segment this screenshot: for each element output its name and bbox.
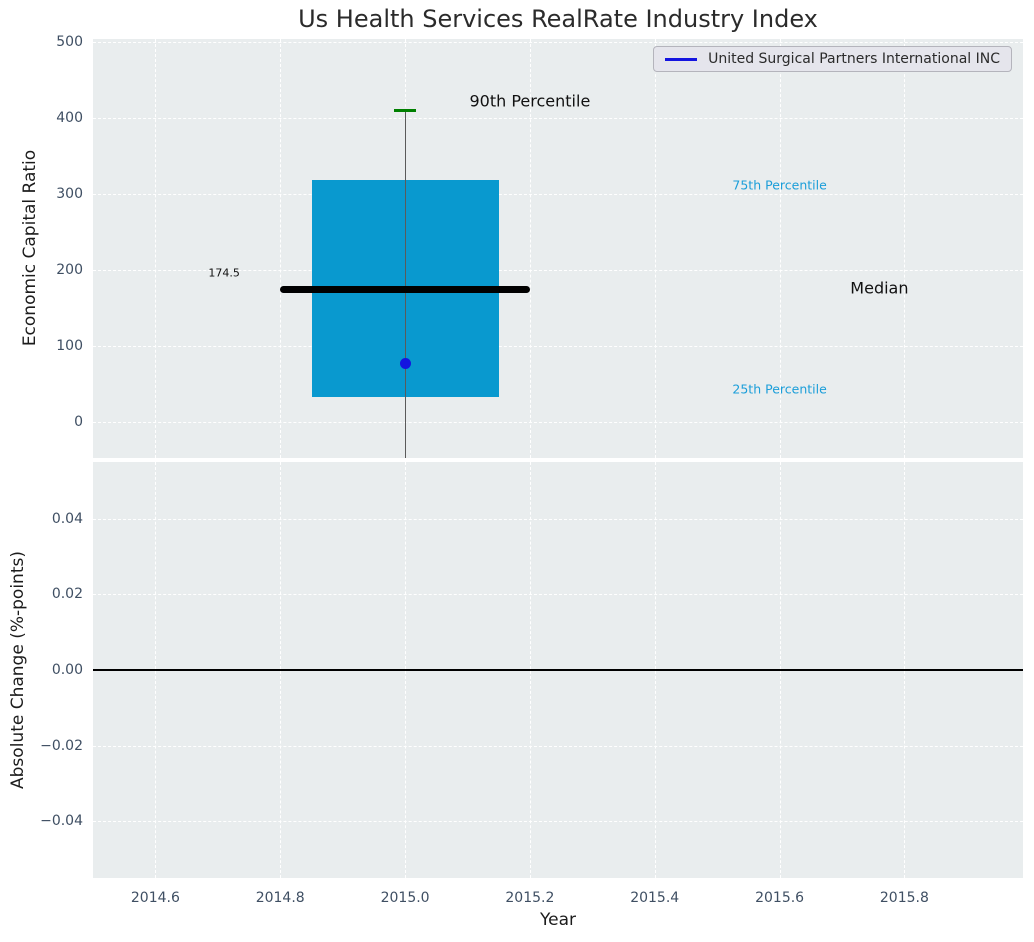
absolute-change-plot [93, 462, 1023, 878]
x-gridline [904, 39, 906, 458]
y-tick-label: 500 [56, 34, 83, 50]
y-tick-label: 400 [56, 110, 83, 126]
y-axis-label-bottom: Absolute Change (%-points) [8, 551, 28, 789]
economic-capital-ratio-plot: 90th Percentile 75th Percentile Median 25th… [93, 39, 1023, 458]
y-gridline [93, 821, 1023, 823]
y-tick-label: 0.02 [51, 586, 83, 603]
y-tick-label: 0 [74, 413, 83, 430]
y-tick-label: −0.04 [40, 813, 83, 830]
y-gridline [93, 745, 1023, 747]
y-gridline [93, 118, 1023, 119]
x-gridline [155, 39, 157, 458]
x-gridline [529, 39, 531, 458]
p90-cap [393, 108, 417, 112]
annotation-75th-percentile: 75th Percentile [732, 177, 827, 193]
chart-title: Us Health Services RealRate Industry Ind… [298, 5, 818, 33]
median-line [280, 285, 530, 293]
y-tick-label: 200 [56, 262, 83, 278]
legend-label: United Surgical Partners International I… [708, 51, 1000, 67]
y-tick-label: 0.00 [51, 662, 83, 678]
x-gridline [779, 39, 781, 458]
y-gridline [93, 345, 1023, 347]
x-tick-label: 2015.4 [630, 890, 680, 906]
x-tick-label: 2015.0 [380, 890, 430, 906]
y-gridline [93, 518, 1023, 520]
y-gridline [93, 42, 1023, 43]
x-gridline [654, 39, 656, 458]
y-axis-label-top: Economic Capital Ratio [20, 149, 40, 347]
y-tick-label: 300 [56, 186, 83, 202]
annotation-90th-percentile: 90th Percentile [469, 91, 591, 111]
company-dot [399, 357, 411, 369]
y-gridline [93, 194, 1023, 195]
x-tick-label: 2015.6 [755, 890, 805, 906]
x-tick-label: 2015.2 [505, 890, 555, 906]
x-axis-label: Year [540, 910, 576, 930]
y-tick-label: 100 [56, 337, 83, 354]
x-tick-label: 2014.8 [255, 890, 305, 906]
legend-line-swatch [665, 57, 698, 61]
legend: United Surgical Partners International I… [653, 46, 1012, 72]
x-tick-label: 2015.8 [879, 890, 929, 906]
y-gridline [93, 421, 1023, 423]
annotation-174-5: 174.5 [208, 266, 240, 280]
whisker-line [404, 110, 406, 458]
annotation-25th-percentile: 25th Percentile [732, 381, 827, 397]
y-tick-label: 0.04 [51, 510, 83, 527]
annotation-median: Median [850, 278, 909, 298]
x-gridline [280, 39, 282, 458]
zero-line [93, 669, 1023, 671]
x-tick-label: 2014.6 [130, 890, 180, 906]
y-gridline [93, 594, 1023, 596]
y-tick-label: −0.02 [40, 737, 83, 754]
y-gridline [93, 270, 1023, 271]
